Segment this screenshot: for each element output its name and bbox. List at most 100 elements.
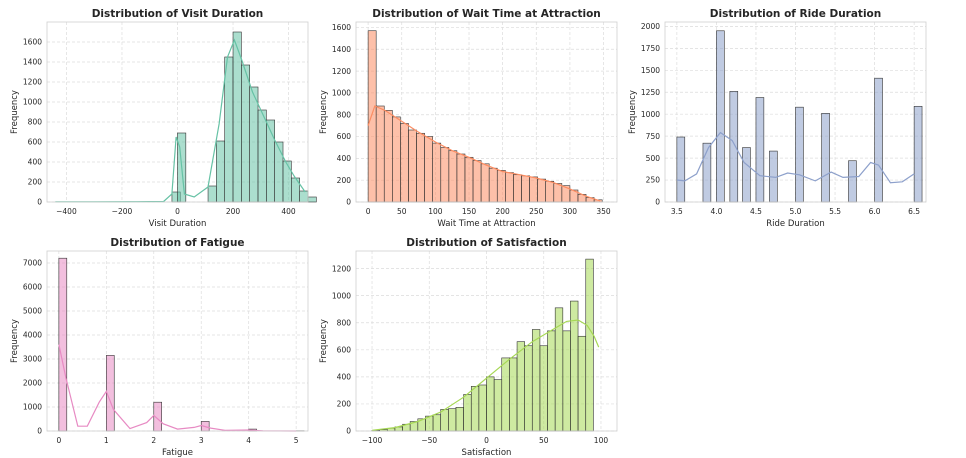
y-tick-label: 800 bbox=[337, 318, 352, 327]
histogram-bar bbox=[795, 106, 804, 203]
histogram-bar bbox=[455, 407, 464, 432]
histogram-bar bbox=[472, 160, 482, 203]
y-axis-label: Frequency bbox=[319, 319, 329, 363]
histogram-bar bbox=[553, 183, 563, 203]
chart-1: 0 200 400 600 800 1000 1200 1400 1600 −400 −200 0 20… bbox=[10, 8, 317, 229]
plot-frame bbox=[46, 250, 309, 432]
y-tick-label: 1000 bbox=[23, 403, 42, 412]
histogram-bar bbox=[448, 408, 457, 432]
histogram-bar bbox=[464, 156, 474, 203]
x-tick-label: 6.0 bbox=[869, 207, 881, 216]
histogram-bar bbox=[207, 185, 217, 203]
x-axis-label: Satisfaction bbox=[462, 448, 512, 458]
y-tick-label: 1250 bbox=[641, 88, 660, 97]
x-tick-label: 350 bbox=[596, 207, 611, 216]
histogram-bar bbox=[478, 384, 487, 432]
kde-line bbox=[55, 38, 306, 203]
chart-title: Distribution of Fatigue bbox=[110, 237, 244, 249]
histogram-bar bbox=[529, 176, 538, 203]
chart-title: Distribution of Satisfaction bbox=[406, 237, 566, 249]
x-tick-label: 3.5 bbox=[671, 207, 683, 216]
histogram-bar bbox=[755, 97, 765, 203]
histogram-bar bbox=[448, 150, 458, 203]
y-tick-label: 1000 bbox=[641, 110, 660, 119]
histogram-bar bbox=[577, 335, 587, 432]
histogram-bar bbox=[539, 345, 548, 432]
chart-5: 0 200 400 600 800 1000 1200 −100 −50 0 50 100 Distri… bbox=[319, 237, 618, 458]
x-tick-label: 300 bbox=[563, 207, 578, 216]
histogram-bar bbox=[513, 174, 522, 203]
histogram-bar bbox=[299, 190, 309, 203]
x-tick-label: 100 bbox=[594, 436, 609, 445]
y-tick-label: 1000 bbox=[332, 89, 351, 98]
y-tick-label: 0 bbox=[37, 427, 42, 436]
plot-frame bbox=[46, 21, 309, 203]
y-axis-label: Frequency bbox=[628, 90, 638, 134]
histogram-bar bbox=[547, 330, 556, 432]
histogram-bar bbox=[585, 258, 594, 432]
chart-4: 0 1000 2000 3000 4000 5000 6000 7000 0 1 2 3 4 5 Distr… bbox=[10, 237, 309, 458]
x-tick-label: 4.0 bbox=[710, 207, 722, 216]
y-tick-label: 400 bbox=[28, 158, 43, 167]
histogram-bar bbox=[848, 160, 857, 203]
chart-title: Distribution of Ride Duration bbox=[710, 8, 882, 20]
y-tick-label: 200 bbox=[337, 176, 352, 185]
histogram-bar bbox=[216, 140, 226, 203]
kde-line bbox=[676, 131, 915, 184]
y-tick-label: 1200 bbox=[332, 67, 351, 76]
plot-frame bbox=[355, 250, 618, 432]
x-tick-label: 5 bbox=[294, 436, 299, 445]
histogram-bar bbox=[521, 175, 530, 203]
y-tick-label: 1500 bbox=[641, 66, 660, 75]
histogram-bar bbox=[531, 329, 541, 432]
histogram-bar bbox=[486, 376, 495, 432]
y-tick-label: 1600 bbox=[332, 23, 351, 32]
y-tick-label: 1000 bbox=[23, 98, 42, 107]
x-tick-label: 0 bbox=[56, 436, 61, 445]
y-tick-label: 2000 bbox=[641, 22, 660, 31]
x-axis-label: Fatigue bbox=[162, 448, 193, 458]
histogram-bar bbox=[432, 414, 441, 432]
histogram-bar bbox=[400, 123, 409, 203]
x-tick-label: −200 bbox=[112, 207, 133, 216]
y-tick-label: 1000 bbox=[332, 291, 351, 300]
histogram-bar bbox=[537, 178, 546, 203]
histogram-bar bbox=[545, 180, 555, 203]
histogram-bar bbox=[424, 136, 433, 203]
x-axis-label: Wait Time at Attraction bbox=[437, 219, 535, 229]
histogram-bar bbox=[432, 142, 442, 203]
kde-line bbox=[58, 344, 297, 432]
x-tick-label: 6.5 bbox=[908, 207, 920, 216]
histogram-bar bbox=[470, 386, 480, 432]
histogram-bar bbox=[676, 136, 686, 203]
x-tick-label: 3 bbox=[199, 436, 204, 445]
x-tick-label: 2 bbox=[151, 436, 156, 445]
x-tick-label: 5.5 bbox=[829, 207, 841, 216]
y-tick-label: 1600 bbox=[23, 38, 42, 47]
x-tick-label: 200 bbox=[226, 207, 241, 216]
x-tick-label: −100 bbox=[362, 436, 383, 445]
histogram-bar bbox=[58, 257, 68, 432]
histogram-bar bbox=[509, 357, 518, 432]
kde-line bbox=[367, 105, 601, 202]
y-tick-label: 600 bbox=[28, 138, 43, 147]
x-tick-label: 250 bbox=[529, 207, 544, 216]
histogram-bar bbox=[821, 113, 830, 203]
x-tick-label: 50 bbox=[397, 207, 407, 216]
histogram-bar bbox=[742, 147, 751, 203]
y-tick-label: 2000 bbox=[23, 379, 42, 388]
y-axis-label: Frequency bbox=[10, 319, 20, 363]
histogram-bar bbox=[562, 330, 571, 432]
y-axis-label: Frequency bbox=[319, 90, 329, 134]
histogram-bar bbox=[493, 379, 503, 432]
x-tick-label: 150 bbox=[462, 207, 477, 216]
y-tick-label: 5000 bbox=[23, 307, 42, 316]
y-tick-label: 0 bbox=[346, 427, 351, 436]
y-tick-label: 0 bbox=[37, 198, 42, 207]
x-tick-label: 200 bbox=[495, 207, 510, 216]
chart-2: 0 200 400 600 800 1000 1200 1400 1600 0 50 100 150 20… bbox=[319, 8, 618, 229]
histogram-bar bbox=[408, 129, 417, 203]
histogram-bar bbox=[480, 163, 490, 203]
histogram-bar bbox=[383, 110, 393, 203]
x-axis-label: Ride Duration bbox=[766, 219, 825, 229]
